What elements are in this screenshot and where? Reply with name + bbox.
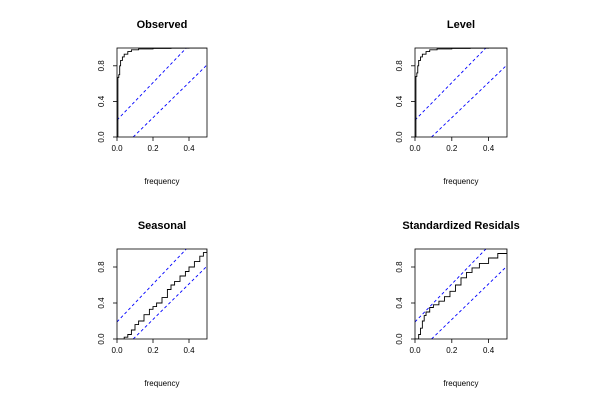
y-tick-label: 0.4 <box>97 95 106 107</box>
chart-panel-1: Observed 0.0 0.2 0.4 0.0 0.4 0.8 frequency <box>97 19 208 186</box>
y-tick-label: 0.0 <box>97 333 106 345</box>
y-tick-label: 0.4 <box>395 95 404 107</box>
x-tick-label: 0.4 <box>483 144 495 153</box>
confidence-band-upper <box>117 249 187 323</box>
chart-title: Level <box>447 19 475 31</box>
cumulative-periodogram-line <box>415 249 507 339</box>
confidence-band-upper <box>415 249 487 323</box>
chart-title: Observed <box>137 19 188 31</box>
x-axis-label: frequency <box>443 379 478 388</box>
y-tick-label: 0.8 <box>97 60 106 72</box>
y-tick-label: 0.8 <box>395 60 404 72</box>
x-tick-label: 0.4 <box>183 346 195 355</box>
y-tick-label: 0.8 <box>395 261 404 273</box>
y-tick-label: 0.8 <box>97 261 106 273</box>
chart-title: Seasonal <box>138 220 186 232</box>
confidence-band-lower <box>431 64 507 137</box>
x-tick-label: 0.0 <box>111 144 123 153</box>
x-axis-label: frequency <box>443 177 478 186</box>
confidence-band-upper <box>117 48 187 121</box>
y-tick-label: 0.0 <box>395 131 404 143</box>
plot-frame <box>414 248 508 340</box>
chart-panel-3: Seasonal 0.0 0.2 0.4 0.0 0.4 0.8 frequency <box>97 220 208 388</box>
y-tick-label: 0.4 <box>97 297 106 309</box>
confidence-band-lower <box>132 265 207 339</box>
y-tick-label: 0.0 <box>395 333 404 345</box>
confidence-band-upper <box>415 48 487 121</box>
chart-panel-2: Level 0.0 0.2 0.4 0.0 0.4 0.8 frequency <box>395 19 508 186</box>
x-axis-label: frequency <box>144 177 179 186</box>
cumulative-periodogram-line <box>117 249 207 339</box>
chart-title: Standardized Residals <box>402 220 519 232</box>
x-tick-label: 0.2 <box>147 144 159 153</box>
plot-frame <box>116 248 208 340</box>
x-tick-label: 0.2 <box>446 144 458 153</box>
x-axis-label: frequency <box>144 379 179 388</box>
confidence-band-lower <box>132 64 207 137</box>
plot-frame <box>116 47 208 138</box>
x-tick-label: 0.2 <box>446 346 458 355</box>
y-tick-label: 0.4 <box>395 297 404 309</box>
y-tick-label: 0.0 <box>97 131 106 143</box>
x-tick-label: 0.4 <box>183 144 195 153</box>
confidence-band-lower <box>431 265 507 339</box>
x-tick-label: 0.0 <box>409 346 421 355</box>
x-tick-label: 0.4 <box>483 346 495 355</box>
plot-frame <box>414 47 508 138</box>
x-tick-label: 0.0 <box>409 144 421 153</box>
x-tick-label: 0.2 <box>147 346 159 355</box>
chart-panel-4: Standardized Residals 0.0 0.2 0.4 0.0 0.4 0.8 f… <box>395 220 520 388</box>
x-tick-label: 0.0 <box>111 346 123 355</box>
